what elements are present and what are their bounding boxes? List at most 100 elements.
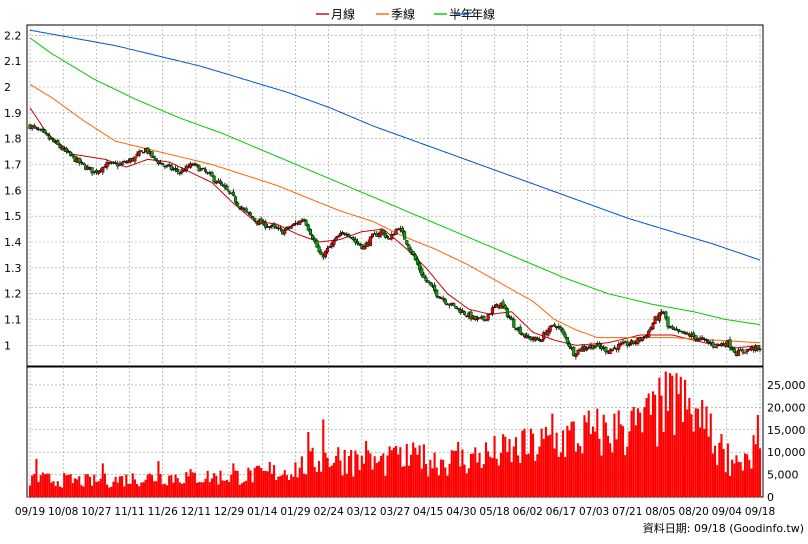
volume-bar bbox=[95, 482, 98, 497]
volume-bar bbox=[251, 482, 254, 497]
candle-body bbox=[203, 169, 208, 172]
volume-bar bbox=[724, 472, 727, 497]
x-tick-label: 01/29 bbox=[280, 506, 310, 518]
volume-bar bbox=[454, 450, 458, 497]
volume-bar bbox=[737, 461, 740, 497]
volume-bar bbox=[373, 456, 376, 497]
volume-bar bbox=[35, 458, 38, 497]
candle-body bbox=[741, 349, 745, 353]
candle-body bbox=[103, 166, 107, 169]
x-tick-label: 11/11 bbox=[114, 506, 144, 518]
volume-bar bbox=[159, 474, 162, 497]
volume-bar bbox=[46, 473, 49, 497]
candle-body bbox=[332, 240, 336, 245]
volume-bar bbox=[523, 428, 526, 497]
candle-body bbox=[362, 245, 366, 250]
candle-body bbox=[315, 240, 319, 248]
volume-bar bbox=[56, 481, 59, 497]
volume-bar bbox=[118, 476, 121, 497]
volume-bar bbox=[641, 432, 644, 497]
volume-bar bbox=[589, 434, 592, 497]
candle-body bbox=[713, 346, 717, 349]
candle-body bbox=[548, 325, 552, 332]
volume-bar bbox=[360, 455, 363, 497]
candle-body bbox=[647, 330, 651, 338]
candle-body bbox=[540, 339, 544, 342]
x-tick-label: 01/14 bbox=[247, 506, 278, 518]
volume-bar bbox=[249, 470, 252, 497]
volume-bar bbox=[555, 432, 558, 497]
candle-body bbox=[694, 335, 698, 340]
volume-tick-label: 25,000 bbox=[767, 379, 806, 392]
volume-bar bbox=[127, 483, 130, 497]
volume-bar bbox=[651, 391, 655, 497]
candle-body bbox=[79, 161, 83, 164]
candle-body bbox=[43, 129, 47, 134]
volume-bar bbox=[457, 441, 460, 497]
candle-body bbox=[411, 251, 415, 255]
candle-body bbox=[400, 227, 405, 233]
volume-bar bbox=[328, 466, 331, 497]
volume-bar bbox=[80, 485, 83, 497]
volume-bar bbox=[84, 474, 87, 497]
candle-body bbox=[64, 148, 68, 152]
volume-bar bbox=[52, 481, 55, 497]
volume-bar bbox=[200, 482, 203, 497]
candle-body bbox=[501, 301, 505, 307]
x-tick-label: 11/26 bbox=[148, 506, 179, 518]
candle-body bbox=[353, 239, 357, 243]
volume-bar bbox=[63, 473, 66, 497]
candle-body bbox=[420, 268, 424, 276]
volume-bar bbox=[153, 481, 156, 497]
volume-bar bbox=[399, 447, 402, 497]
volume-bar bbox=[495, 458, 498, 497]
volume-bar bbox=[138, 486, 141, 497]
volume-bar bbox=[675, 373, 678, 497]
volume-bar bbox=[150, 475, 154, 497]
candle-body bbox=[486, 314, 490, 321]
volume-bar bbox=[448, 463, 451, 497]
candle-body bbox=[617, 344, 621, 350]
candle-body bbox=[184, 165, 188, 171]
volume-bar bbox=[255, 465, 258, 497]
candle-body bbox=[728, 339, 732, 349]
volume-bar bbox=[510, 462, 513, 497]
candle-body bbox=[47, 135, 51, 140]
volume-bar bbox=[534, 460, 537, 497]
price-tick-label: 1.8 bbox=[4, 133, 22, 146]
x-tick-label: 09/19 bbox=[15, 506, 45, 518]
volume-bar bbox=[713, 445, 717, 497]
volume-bar bbox=[613, 413, 616, 497]
volume-bar bbox=[397, 454, 400, 497]
volume-bar bbox=[223, 480, 226, 497]
candle-body bbox=[415, 258, 420, 265]
candle-body bbox=[291, 223, 295, 226]
volume-bar bbox=[339, 460, 342, 497]
candle-body bbox=[653, 316, 657, 324]
candle-body bbox=[336, 235, 340, 238]
x-tick-label: 10/27 bbox=[81, 506, 111, 518]
candle-body bbox=[563, 333, 567, 338]
candle-body bbox=[435, 289, 439, 297]
candle-body bbox=[463, 311, 467, 315]
candle-body bbox=[433, 284, 437, 292]
volume-bar bbox=[422, 444, 425, 497]
volume-bar bbox=[645, 398, 648, 497]
volume-bar bbox=[679, 376, 682, 497]
candle-body bbox=[413, 254, 417, 261]
candle-body bbox=[347, 234, 351, 237]
candle-body bbox=[418, 262, 422, 271]
volume-bar bbox=[401, 466, 404, 497]
volume-bar bbox=[427, 476, 430, 497]
volume-bar bbox=[202, 482, 205, 497]
volume-bar bbox=[362, 463, 366, 497]
candle-body bbox=[56, 140, 60, 145]
volume-tick-label: 0 bbox=[767, 491, 774, 504]
volume-bar bbox=[491, 458, 494, 497]
candle-body bbox=[743, 352, 747, 354]
volume-bar bbox=[279, 476, 282, 497]
x-tick-label: 07/03 bbox=[579, 506, 609, 518]
volume-bar bbox=[433, 452, 436, 497]
candle-body bbox=[585, 348, 589, 351]
candle-body bbox=[311, 235, 315, 240]
